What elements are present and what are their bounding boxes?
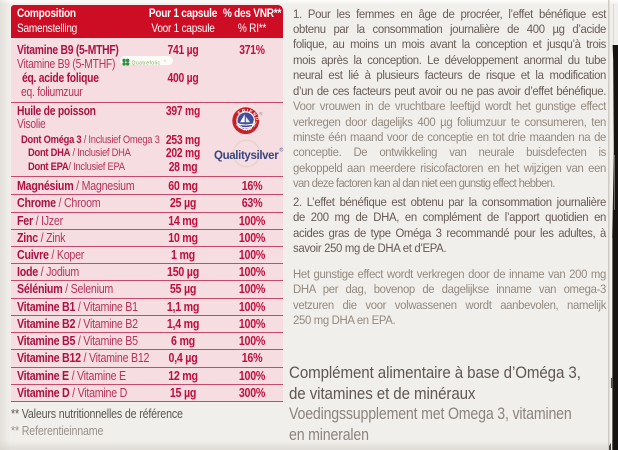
svg-text:Qualitysilver: Qualitysilver: [214, 150, 279, 162]
svg-text:®: ®: [259, 112, 263, 117]
svg-text:®: ®: [280, 146, 284, 153]
svg-text:®: ®: [164, 59, 167, 63]
svg-text:Quatrefolic: Quatrefolic: [132, 60, 161, 66]
